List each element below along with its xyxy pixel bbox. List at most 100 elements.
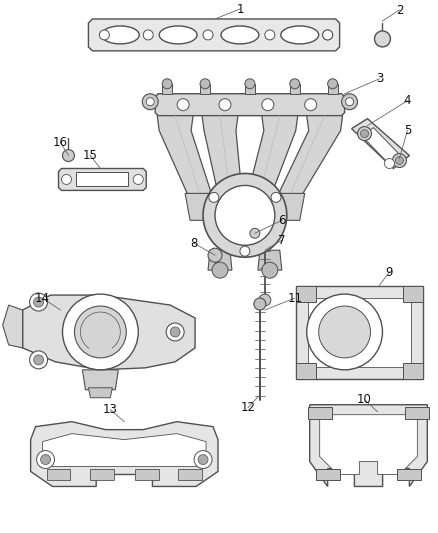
Circle shape bbox=[63, 294, 138, 370]
Text: 3: 3 bbox=[376, 72, 383, 85]
Circle shape bbox=[177, 99, 189, 111]
Circle shape bbox=[259, 294, 271, 306]
Polygon shape bbox=[406, 407, 429, 419]
Ellipse shape bbox=[221, 26, 259, 44]
Text: 10: 10 bbox=[357, 393, 372, 406]
Polygon shape bbox=[316, 469, 339, 480]
Polygon shape bbox=[200, 84, 210, 94]
Polygon shape bbox=[23, 295, 195, 370]
Polygon shape bbox=[88, 388, 113, 398]
Polygon shape bbox=[90, 469, 114, 480]
Ellipse shape bbox=[159, 26, 197, 44]
Text: 15: 15 bbox=[83, 149, 98, 162]
Circle shape bbox=[290, 79, 300, 89]
Circle shape bbox=[305, 99, 317, 111]
Polygon shape bbox=[202, 116, 242, 193]
Circle shape bbox=[254, 298, 266, 310]
Circle shape bbox=[319, 306, 371, 358]
Circle shape bbox=[219, 99, 231, 111]
Circle shape bbox=[374, 31, 390, 47]
Polygon shape bbox=[397, 469, 421, 480]
Circle shape bbox=[250, 228, 260, 238]
Text: 12: 12 bbox=[240, 401, 255, 414]
Circle shape bbox=[323, 30, 332, 40]
Circle shape bbox=[74, 306, 126, 358]
Text: 14: 14 bbox=[35, 292, 50, 304]
Polygon shape bbox=[361, 127, 403, 166]
Polygon shape bbox=[155, 94, 345, 116]
Polygon shape bbox=[88, 19, 339, 51]
Circle shape bbox=[323, 30, 332, 40]
Polygon shape bbox=[157, 116, 212, 196]
Polygon shape bbox=[296, 286, 424, 379]
Circle shape bbox=[170, 327, 180, 337]
Circle shape bbox=[41, 455, 50, 465]
Polygon shape bbox=[258, 250, 282, 270]
Circle shape bbox=[212, 262, 228, 278]
Polygon shape bbox=[82, 370, 118, 390]
Text: 8: 8 bbox=[191, 237, 198, 250]
Circle shape bbox=[240, 246, 250, 256]
Polygon shape bbox=[77, 173, 128, 187]
Ellipse shape bbox=[281, 26, 319, 44]
Circle shape bbox=[208, 248, 222, 262]
Circle shape bbox=[203, 173, 287, 257]
Polygon shape bbox=[403, 363, 424, 379]
Circle shape bbox=[30, 351, 48, 369]
Polygon shape bbox=[352, 119, 410, 168]
Polygon shape bbox=[403, 286, 424, 302]
Polygon shape bbox=[296, 363, 316, 379]
Polygon shape bbox=[310, 405, 427, 487]
Polygon shape bbox=[296, 286, 316, 302]
Circle shape bbox=[34, 297, 43, 307]
Circle shape bbox=[307, 294, 382, 370]
Polygon shape bbox=[308, 298, 411, 367]
Circle shape bbox=[61, 174, 71, 184]
Circle shape bbox=[385, 158, 395, 168]
Polygon shape bbox=[328, 84, 338, 94]
Ellipse shape bbox=[101, 26, 139, 44]
Circle shape bbox=[357, 127, 371, 141]
Text: 1: 1 bbox=[236, 3, 244, 15]
Circle shape bbox=[162, 79, 172, 89]
Circle shape bbox=[30, 293, 48, 311]
Circle shape bbox=[143, 30, 153, 40]
Polygon shape bbox=[178, 469, 202, 480]
Text: 13: 13 bbox=[103, 403, 118, 416]
Polygon shape bbox=[320, 415, 417, 474]
Circle shape bbox=[142, 94, 158, 110]
Text: 6: 6 bbox=[278, 214, 286, 227]
Text: 16: 16 bbox=[53, 136, 68, 149]
Circle shape bbox=[209, 192, 219, 203]
Circle shape bbox=[34, 355, 43, 365]
Text: 2: 2 bbox=[396, 4, 403, 17]
Circle shape bbox=[133, 174, 143, 184]
Text: 5: 5 bbox=[404, 124, 411, 137]
Polygon shape bbox=[59, 168, 146, 190]
Circle shape bbox=[346, 98, 353, 106]
Circle shape bbox=[99, 30, 110, 40]
Circle shape bbox=[245, 79, 255, 89]
Circle shape bbox=[328, 79, 338, 89]
Polygon shape bbox=[162, 84, 172, 94]
Text: 11: 11 bbox=[287, 292, 302, 304]
Text: 9: 9 bbox=[386, 265, 393, 279]
Circle shape bbox=[262, 262, 278, 278]
Polygon shape bbox=[3, 305, 23, 348]
Circle shape bbox=[63, 150, 74, 161]
Polygon shape bbox=[290, 84, 300, 94]
Circle shape bbox=[342, 94, 357, 110]
Circle shape bbox=[271, 192, 281, 203]
Polygon shape bbox=[278, 116, 343, 196]
Polygon shape bbox=[248, 116, 298, 193]
Circle shape bbox=[360, 130, 368, 138]
Text: 4: 4 bbox=[404, 94, 411, 107]
Circle shape bbox=[146, 98, 154, 106]
Polygon shape bbox=[42, 434, 206, 466]
Polygon shape bbox=[308, 407, 332, 419]
Circle shape bbox=[215, 185, 275, 245]
Circle shape bbox=[37, 450, 55, 469]
Circle shape bbox=[265, 30, 275, 40]
Polygon shape bbox=[135, 469, 159, 480]
Circle shape bbox=[194, 450, 212, 469]
